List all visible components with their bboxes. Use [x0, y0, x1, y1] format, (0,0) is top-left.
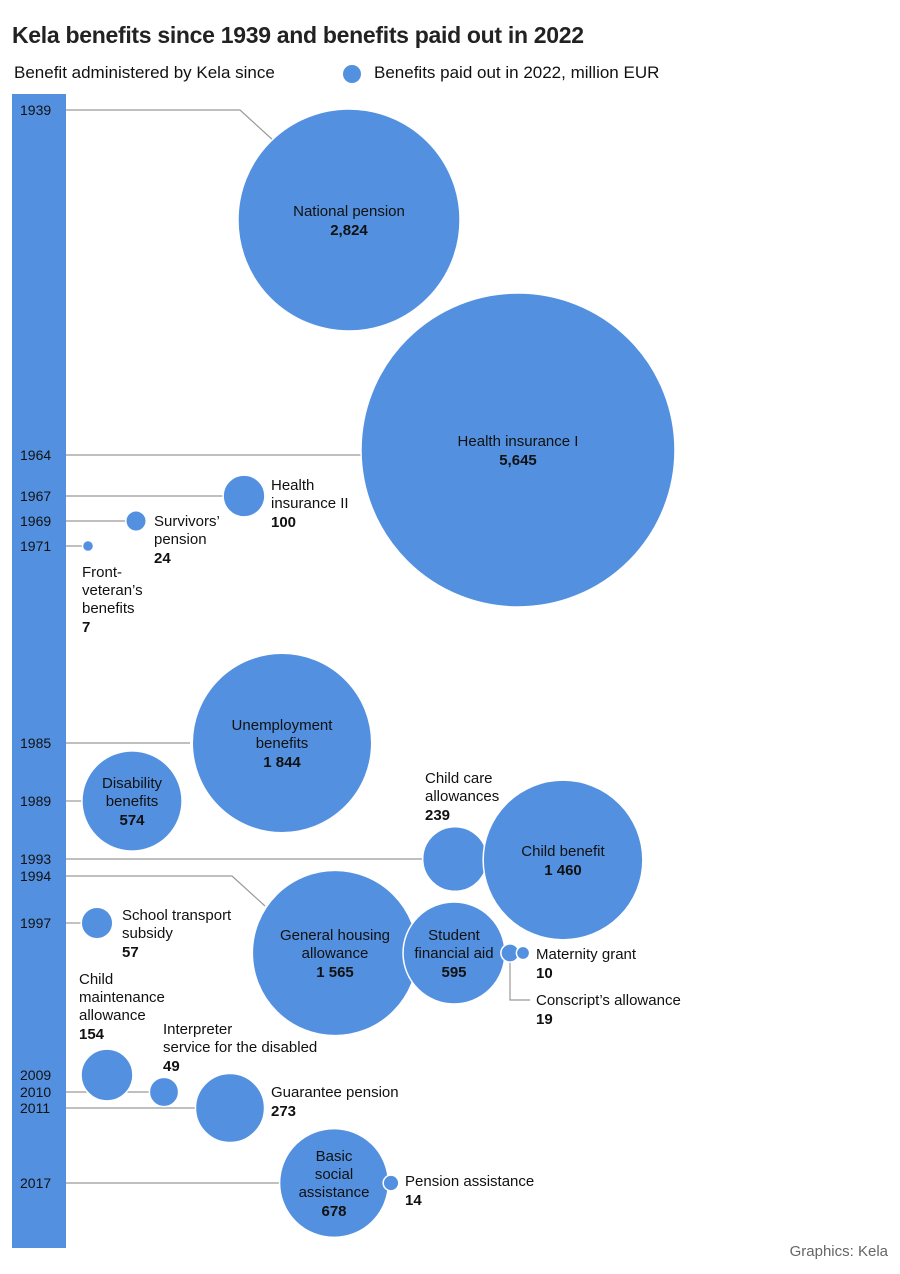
- benefit-name: Unemployment: [232, 717, 334, 734]
- benefit-name: financial aid: [414, 945, 493, 962]
- connector-line: [66, 875, 266, 907]
- benefit-name: Pension assistance: [405, 1173, 534, 1190]
- benefit-circle: [148, 1076, 180, 1108]
- connector-line: [66, 109, 276, 143]
- benefit-name: National pension: [293, 203, 405, 220]
- benefit-circle: [80, 906, 114, 940]
- benefit-name: allowances: [425, 788, 499, 805]
- year-label-1994: 1994: [20, 868, 51, 884]
- benefit-value: 100: [271, 514, 296, 531]
- benefit-name: Student: [428, 927, 481, 944]
- benefit-value: 10: [536, 965, 553, 982]
- benefit-circle: [237, 108, 461, 332]
- year-label-1985: 1985: [20, 735, 51, 751]
- benefit-name: Survivors’: [154, 513, 220, 530]
- benefit-name: School transport: [122, 907, 232, 924]
- year-label-1964: 1964: [20, 447, 51, 463]
- benefit-value: 273: [271, 1103, 296, 1120]
- benefit-name: Disability: [102, 775, 163, 792]
- benefit-name: Child: [79, 971, 113, 988]
- year-label-1989: 1989: [20, 793, 51, 809]
- benefit-value: 574: [119, 812, 145, 829]
- benefit-circle: [278, 1127, 390, 1239]
- benefit-circle: [194, 1072, 266, 1144]
- year-label-1997: 1997: [20, 915, 51, 931]
- benefit-value: 19: [536, 1011, 553, 1028]
- benefit-name: assistance: [299, 1184, 370, 1201]
- benefit-value: 14: [405, 1192, 422, 1209]
- benefit-circle: [81, 750, 183, 852]
- year-label-1971: 1971: [20, 538, 51, 554]
- benefit-name: benefits: [106, 793, 159, 810]
- benefit-value: 154: [79, 1026, 105, 1043]
- legend-circle-label: Benefits paid out in 2022, million EUR: [374, 63, 660, 82]
- benefit-circle: [360, 292, 676, 608]
- benefit-value: 1 844: [263, 754, 301, 771]
- benefit-name: allowance: [302, 945, 369, 962]
- benefit-value: 7: [82, 619, 90, 636]
- benefit-name: benefits: [82, 600, 135, 617]
- benefit-value: 678: [321, 1203, 346, 1220]
- year-label-2017: 2017: [20, 1175, 51, 1191]
- benefit-value: 1 460: [544, 862, 582, 879]
- benefit-name: insurance II: [271, 495, 349, 512]
- benefit-name: allowance: [79, 1007, 146, 1024]
- benefit-name: Conscript’s allowance: [536, 992, 681, 1009]
- benefit-value: 57: [122, 944, 139, 961]
- benefit-name: Child benefit: [521, 843, 605, 860]
- year-label-2009: 2009: [20, 1067, 51, 1083]
- benefit-name: service for the disabled: [163, 1039, 317, 1056]
- benefit-name: benefits: [256, 735, 309, 752]
- year-label-1967: 1967: [20, 488, 51, 504]
- benefit-circle: [382, 1174, 400, 1192]
- benefit-circle: [482, 779, 644, 941]
- legend-circle-icon: [343, 65, 361, 83]
- benefit-name: Health insurance I: [458, 433, 579, 450]
- legend-years-label: Benefit administered by Kela since: [14, 63, 275, 82]
- benefit-circle: [515, 945, 531, 961]
- benefit-circle: [80, 1048, 134, 1102]
- benefit-name: subsidy: [122, 925, 173, 942]
- benefit-name: Maternity grant: [536, 946, 637, 963]
- benefit-value: 2,824: [330, 222, 368, 239]
- benefit-value: 5,645: [499, 452, 537, 469]
- connector-line: [509, 962, 530, 1001]
- benefit-value: 49: [163, 1058, 180, 1075]
- benefit-circle: [191, 652, 373, 834]
- benefit-value: 595: [441, 964, 466, 981]
- benefit-circle: [125, 510, 147, 532]
- benefit-name: social: [315, 1166, 353, 1183]
- benefit-name: Child care: [425, 770, 493, 787]
- benefit-name: pension: [154, 531, 207, 548]
- benefit-name: Interpreter: [163, 1021, 232, 1038]
- year-bar: [12, 94, 66, 1248]
- benefit-circle: [421, 825, 489, 893]
- benefit-name: maintenance: [79, 989, 165, 1006]
- benefit-name: General housing: [280, 927, 390, 944]
- benefit-name: Guarantee pension: [271, 1084, 399, 1101]
- year-label-2011: 2011: [20, 1100, 50, 1116]
- chart-title: Kela benefits since 1939 and benefits pa…: [12, 22, 584, 48]
- benefit-value: 1 565: [316, 964, 354, 981]
- benefit-name: Health: [271, 477, 314, 494]
- year-label-1939: 1939: [20, 102, 51, 118]
- benefit-name: Front-: [82, 564, 122, 581]
- credit: Graphics: Kela: [789, 1243, 888, 1260]
- year-label-1993: 1993: [20, 851, 51, 867]
- benefit-value: 239: [425, 807, 450, 824]
- benefit-circle: [222, 474, 266, 518]
- benefit-name: veteran’s: [82, 582, 143, 599]
- benefit-value: 24: [154, 550, 171, 567]
- year-label-2010: 2010: [20, 1084, 51, 1100]
- benefit-name: Basic: [316, 1148, 353, 1165]
- benefit-circle: [81, 539, 95, 553]
- year-label-1969: 1969: [20, 513, 51, 529]
